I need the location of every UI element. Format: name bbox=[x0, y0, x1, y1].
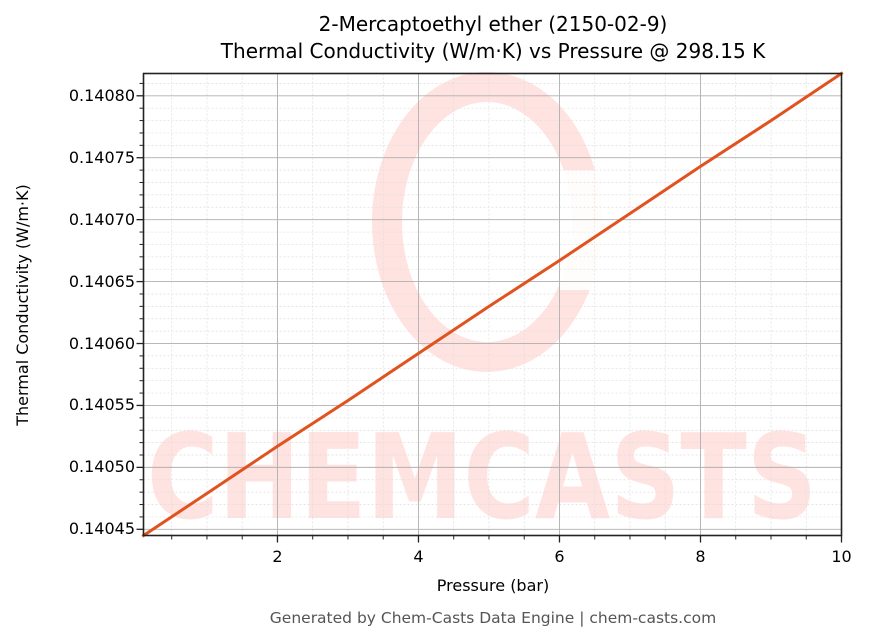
plot-frame bbox=[142, 72, 843, 537]
y-tick-label: 0.14045 bbox=[68, 519, 135, 539]
chart-title-line-2: Thermal Conductivity (W/m·K) vs Pressure… bbox=[220, 39, 766, 63]
y-tick-label: 0.14055 bbox=[68, 395, 135, 415]
x-tick-label: 10 bbox=[831, 547, 852, 566]
y-tick-label: 0.14070 bbox=[68, 209, 135, 229]
y-tick-label: 0.14050 bbox=[68, 457, 135, 477]
y-tick-label: 0.14080 bbox=[68, 85, 135, 105]
svg-text:CHEMCASTS: CHEMCASTS bbox=[147, 408, 817, 546]
x-tick-label: 8 bbox=[695, 547, 706, 566]
x-tick-label: 6 bbox=[554, 547, 565, 566]
x-tick-label: 4 bbox=[413, 547, 424, 566]
footer-credit: Generated by Chem-Casts Data Engine | ch… bbox=[269, 609, 717, 627]
data-series-line bbox=[141, 71, 844, 538]
chart-title-line-1: 2-Mercaptoethyl ether (2150-02-9) bbox=[318, 12, 668, 36]
chemcasts-watermark: CHEMCASTS bbox=[147, 72, 817, 546]
y-tick-label: 0.14075 bbox=[68, 147, 135, 167]
x-tick-label: 2 bbox=[272, 547, 283, 566]
y-tick-label: 0.14065 bbox=[68, 271, 135, 291]
y-tick-label: 0.14060 bbox=[68, 333, 135, 353]
y-axis-label: Thermal Conductivity (W/m·K) bbox=[13, 184, 32, 426]
x-axis-label: Pressure (bar) bbox=[436, 576, 550, 595]
